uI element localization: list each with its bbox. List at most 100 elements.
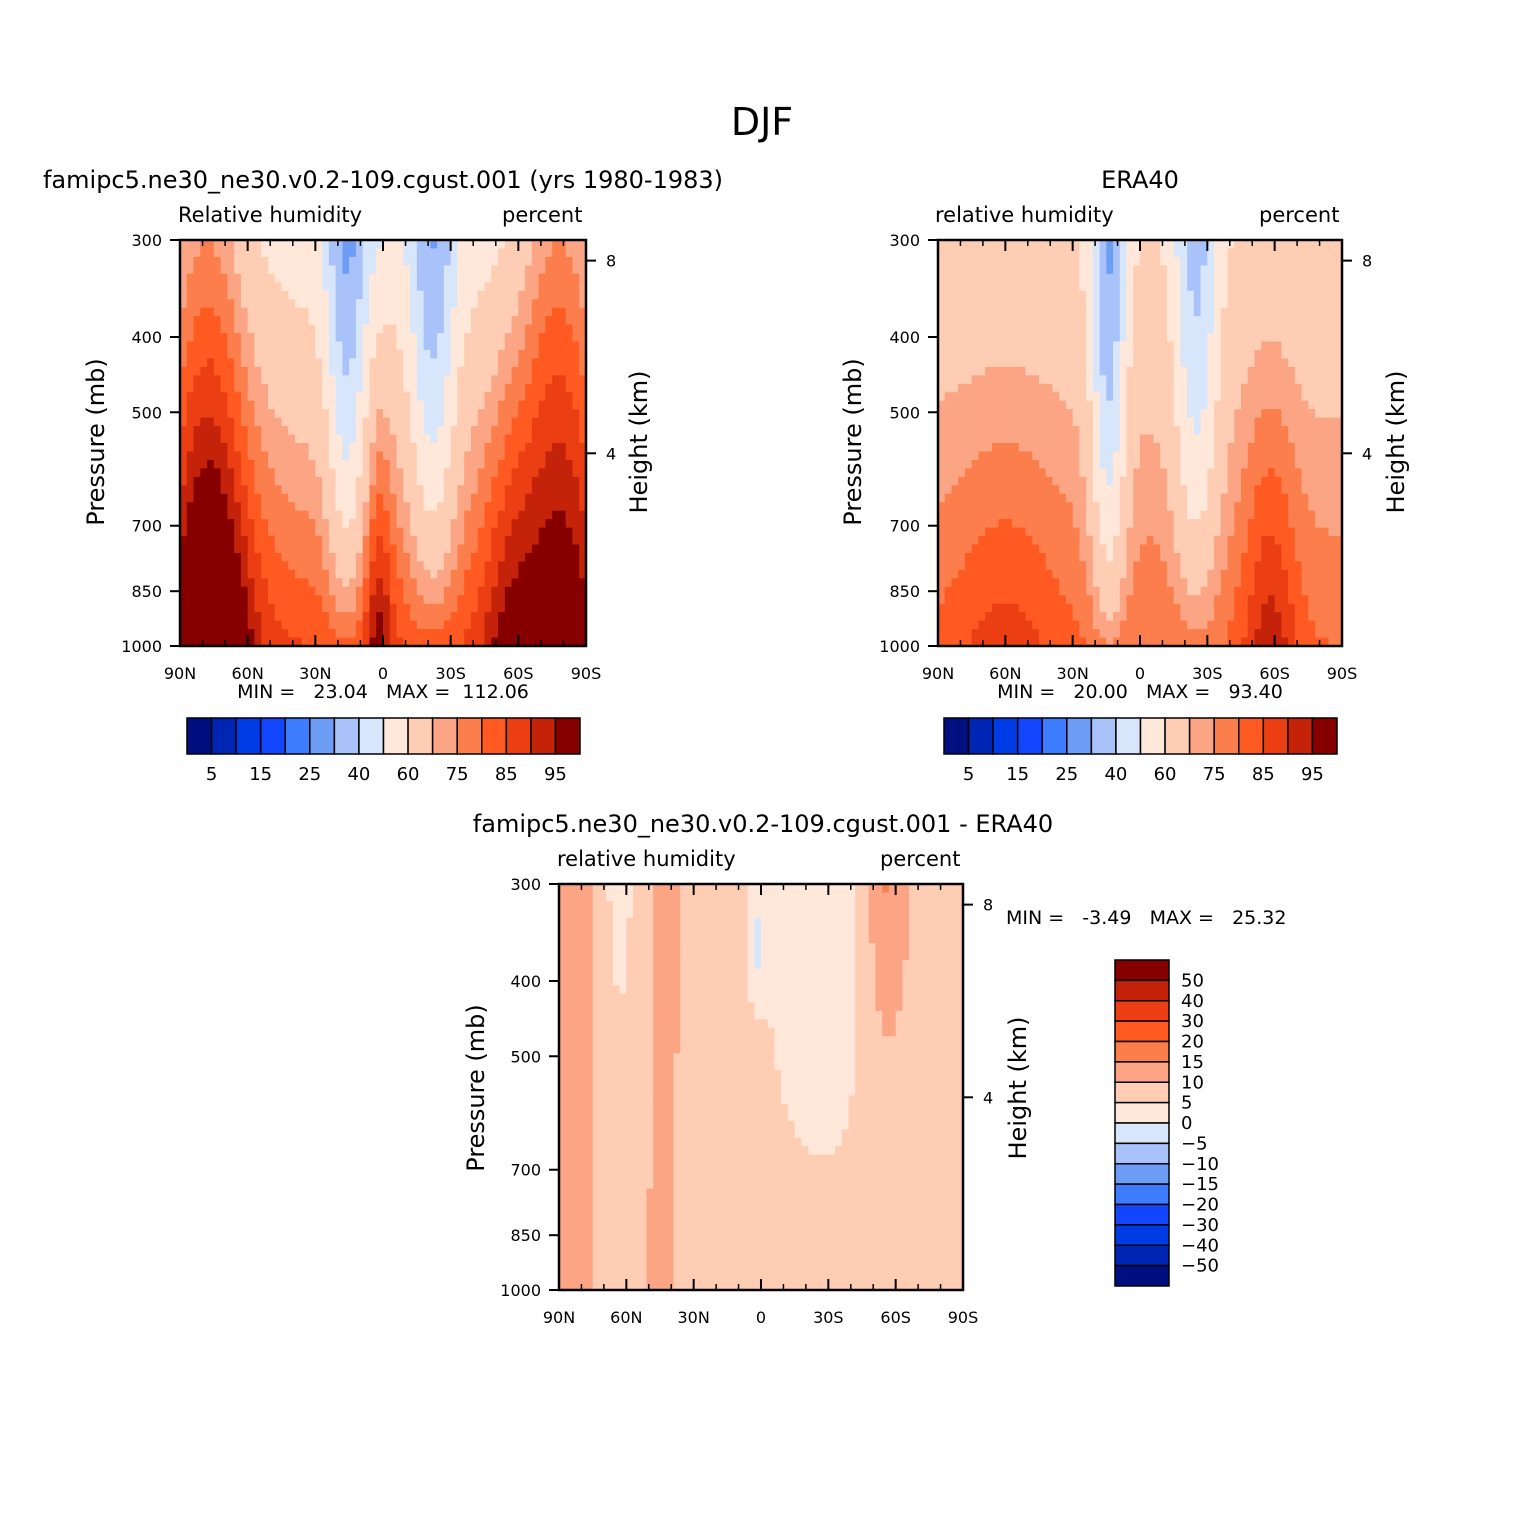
panel1-contour-cell <box>342 341 350 351</box>
panel1-contour-cell <box>531 561 540 571</box>
panel2-contour-cell <box>1160 299 1168 309</box>
panel1-contour-cell <box>342 637 350 647</box>
panel2-contour-cell <box>985 527 993 537</box>
panel1-contour-cell <box>423 536 431 546</box>
panel1-contour-cell <box>423 240 431 250</box>
panel2-contour-cell <box>1126 561 1134 571</box>
panel2-contour-cell <box>991 383 1000 393</box>
panel2-contour-cell <box>1153 400 1161 410</box>
panel1-contour-cell <box>240 510 249 520</box>
panel2-contour-cell <box>1200 536 1208 546</box>
panel2-contour-cell <box>1012 341 1020 351</box>
panel2-contour-cell <box>998 476 1006 486</box>
panel2-contour-cell <box>1059 409 1067 419</box>
panel1-contour-cell <box>423 273 431 283</box>
panel1-contour-cell <box>362 299 371 309</box>
panel1-contour-cell <box>538 569 546 579</box>
panel1-contour-cell <box>247 299 256 309</box>
panel1-contour-cell <box>247 273 256 283</box>
panel1-contour-cell <box>213 299 222 309</box>
panel1-contour-cell <box>234 544 242 554</box>
panel2-contour-cell <box>1099 612 1107 622</box>
panel1-contour-cell <box>572 282 580 292</box>
panel2-contour-cell <box>1099 333 1107 343</box>
panel2-contour-cell <box>1079 569 1087 579</box>
panel1-contour-cell <box>498 544 506 554</box>
panel1-contour-cell <box>213 485 222 495</box>
panel1-contour-cell <box>464 603 472 613</box>
panel2-contour-cell <box>1092 637 1101 647</box>
panel2-contour-cell <box>1025 316 1033 326</box>
panel2-contour-cell <box>958 459 966 469</box>
panel1-contour-cell <box>342 240 350 250</box>
panel2-contour-cell <box>1133 552 1141 563</box>
panel2-contour-cell <box>1099 519 1107 529</box>
panel1-right-label: percent <box>502 203 583 227</box>
panel2-min-value: 20.00 <box>1073 681 1128 703</box>
panel2-contour-cell <box>1079 392 1087 402</box>
panel1-contour-cell <box>416 569 425 579</box>
panel1-contour-cell <box>403 502 411 512</box>
panel1-contour-cell <box>470 265 479 275</box>
panel1-contour-cell <box>213 476 222 486</box>
panel1-contour-cell <box>335 290 343 300</box>
panel1-contour-cell <box>335 426 343 436</box>
panel2-contour-cell <box>1099 341 1107 351</box>
panel2-contour-cell <box>1160 578 1168 588</box>
panel2-contour-cell <box>964 273 973 283</box>
panel2-contour-cell <box>1193 485 1202 495</box>
panel1-contour-cell <box>342 299 350 309</box>
panel1-contour-cell <box>538 417 546 427</box>
panel1-contour-cell <box>457 637 465 647</box>
panel2-contour-cell <box>1200 510 1208 520</box>
panel2-contour-cell <box>1126 375 1134 385</box>
panel1-contour-cell <box>511 637 519 647</box>
panel1-contour-cell <box>552 341 560 351</box>
panel2-contour-cell <box>1200 383 1208 393</box>
panel2-contour-cell <box>1086 459 1094 469</box>
panel2-contour-cell <box>1025 603 1033 613</box>
panel2-contour-cell <box>998 620 1006 630</box>
panel1-contour-cell <box>545 510 553 520</box>
panel2-contour-cell <box>1193 324 1202 334</box>
panel1-contour-cell <box>484 256 492 266</box>
panel1-contour-cell <box>227 595 235 605</box>
panel1-contour-cell <box>274 434 283 444</box>
panel2-contour-cell <box>1099 544 1107 554</box>
panel1-contour-cell <box>450 265 459 275</box>
panel2-contour-cell <box>1140 349 1148 360</box>
panel2-contour-cell <box>1133 485 1141 495</box>
panel2-contour-cell <box>1126 307 1134 317</box>
panel1-contour-cell <box>558 527 567 537</box>
panel1-contour-cell <box>531 578 540 588</box>
panel2-contour-cell <box>1065 569 1074 579</box>
panel2-contour-cell <box>1214 544 1222 554</box>
panel2-contour-cell <box>1160 468 1168 478</box>
panel2-contour-cell <box>1072 586 1080 596</box>
panel2-contour-cell <box>1045 527 1054 537</box>
panel1-contour-cell <box>396 290 404 300</box>
panel2-contour-cell <box>1059 612 1067 622</box>
panel1-contour-cell <box>247 256 256 266</box>
panel1-contour-cell <box>437 485 445 495</box>
panel2-contour-cell <box>985 375 993 385</box>
panel1-contour-cell <box>464 434 472 444</box>
panel1-contour-cell <box>491 485 499 495</box>
panel2-contour-cell <box>1018 527 1027 537</box>
panel1-contour-cell <box>491 569 499 579</box>
panel1-contour-cell <box>308 468 316 478</box>
panel1-contour-cell <box>504 586 513 596</box>
panel1-contour-cell <box>301 358 310 368</box>
panel2-contour-cell <box>1173 290 1181 300</box>
panel1-contour-cell <box>389 417 398 427</box>
panel2-contour-cell <box>1086 417 1094 427</box>
panel2-contour-cell <box>1214 333 1222 343</box>
panel2-contour-cell <box>985 510 993 520</box>
panel2-contour-cell <box>1005 578 1013 588</box>
panel2-contour-cell <box>971 603 979 613</box>
panel1-contour-cell <box>416 459 425 469</box>
panel1-contour-cell <box>180 256 188 266</box>
panel1-contour-cell <box>531 409 540 419</box>
panel1-contour-cell <box>207 307 215 317</box>
panel1-contour-cell <box>342 273 350 283</box>
